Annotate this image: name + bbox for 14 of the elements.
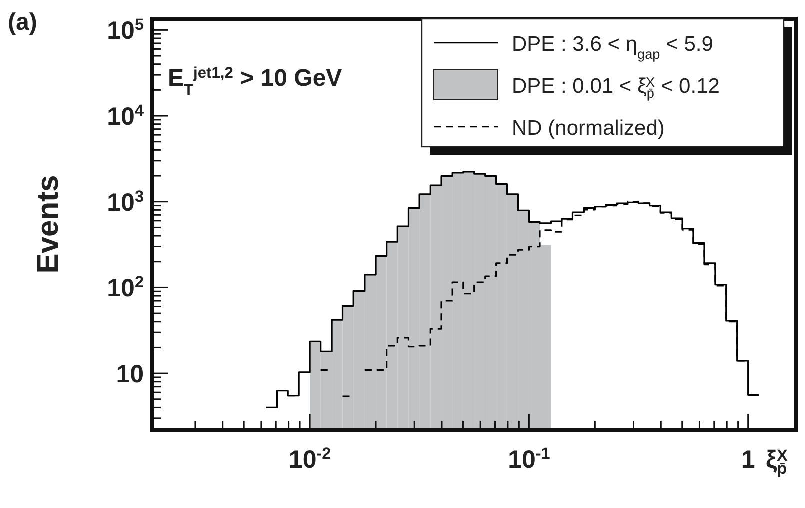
x-tick-label: 10$^{-2}$ xyxy=(288,445,332,474)
y-tick-label: 10$^{5}$ xyxy=(107,16,144,46)
x-tick-label: 10$^{-1}$ xyxy=(508,445,550,474)
y-tick-label: 10$^{4}$ xyxy=(107,102,144,132)
y-axis-title: Events xyxy=(32,175,65,274)
y-tick-label: 10$^{2}$ xyxy=(107,274,144,303)
legend-label: ND (normalized) xyxy=(512,117,665,140)
y-tick-label: 10 xyxy=(116,360,144,389)
x-tick-label: 1 xyxy=(741,446,756,474)
legend-label: DPE : 3.6 < η$_{gap}$ < 5.9 xyxy=(512,33,714,62)
legend-label: DPE : 0.01 < ξ$_{p̄}$$^{X}$ < 0.12 xyxy=(512,74,720,101)
annotation: E$_{T}$$^{jet1,2}$ > 10 GeV xyxy=(168,64,342,98)
text: (a) xyxy=(8,9,38,36)
y-tick-label: 10$^{3}$ xyxy=(107,188,144,217)
